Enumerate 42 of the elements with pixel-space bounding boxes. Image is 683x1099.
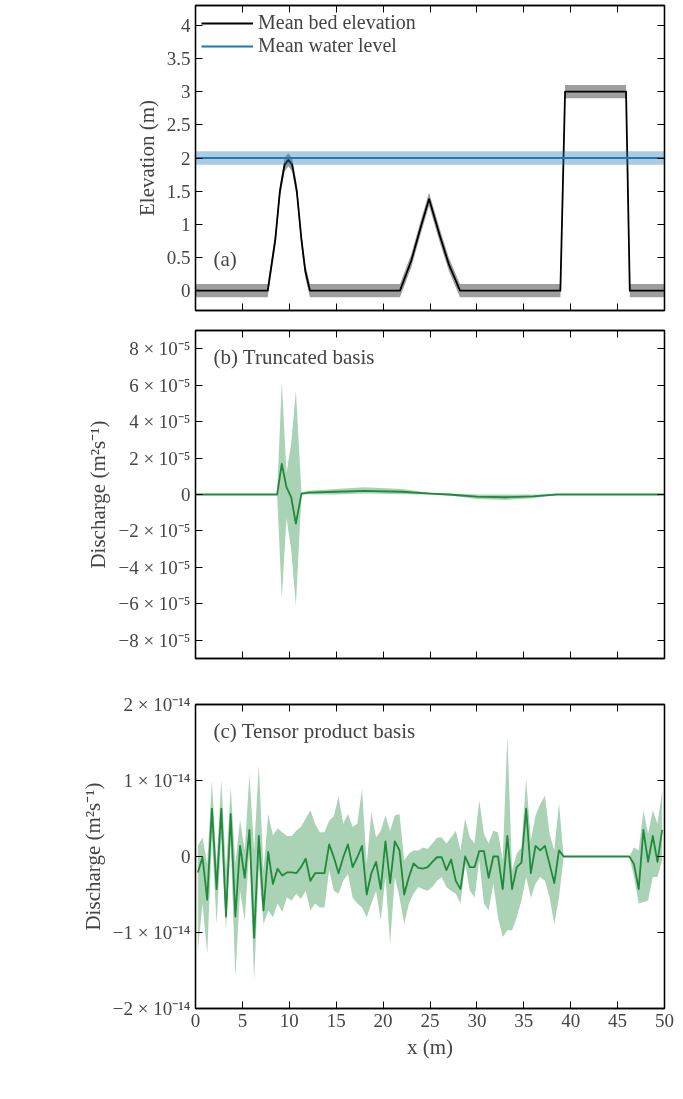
y-tick-label: 8 × 10⁻⁵ <box>129 338 191 360</box>
y-tick-label: −1 × 10⁻¹⁴ <box>112 922 191 943</box>
x-tick-label: 45 <box>608 1009 628 1031</box>
y-tick-label: 3.5 <box>166 48 191 70</box>
y-axis-title: Elevation (m) <box>134 99 159 217</box>
y-tick-label: 2 × 10⁻⁵ <box>129 447 191 469</box>
y-tick-label: 1.5 <box>166 180 191 202</box>
x-tick-label: 15 <box>326 1009 346 1031</box>
y-axis-title: Discharge (m²s⁻¹) <box>86 420 111 569</box>
x-tick-label: 20 <box>373 1009 393 1031</box>
y-axis-title: Discharge (m²s⁻¹) <box>80 782 105 931</box>
text: (c) Tensor product basis <box>213 718 416 743</box>
y-tick-label: 6 × 10⁻⁵ <box>129 374 191 396</box>
y-tick-label: 3 <box>181 81 191 103</box>
y-tick-label: 0 <box>181 484 191 505</box>
legend-label: Mean water level <box>258 34 397 57</box>
y-tick-label: −4 × 10⁻⁵ <box>118 556 191 578</box>
x-tick-label: 25 <box>420 1009 440 1031</box>
y-tick-label: 2 <box>181 147 191 169</box>
y-tick-label: 0.5 <box>166 246 191 268</box>
x-tick-label: 10 <box>279 1009 299 1031</box>
y-tick-label: 1 × 10⁻¹⁴ <box>123 770 191 791</box>
y-tick-label: 0 <box>181 846 191 867</box>
y-tick-label: 4 × 10⁻⁵ <box>129 411 191 433</box>
y-tick-label: 4 <box>181 14 191 36</box>
text: (b) Truncated basis <box>213 344 375 369</box>
y-tick-label: −2 × 10⁻⁵ <box>118 520 191 542</box>
x-axis-title: x (m) <box>406 1034 454 1059</box>
y-tick-label: −8 × 10⁻⁵ <box>118 629 191 651</box>
x-tick-label: 50 <box>655 1009 674 1031</box>
x-tick-label: 35 <box>514 1009 534 1031</box>
y-tick-label: 2 × 10⁻¹⁴ <box>123 694 191 715</box>
y-tick-label: −2 × 10⁻¹⁴ <box>112 998 191 1019</box>
y-tick-label: 2.5 <box>166 114 191 136</box>
legend-label: Mean bed elevation <box>258 11 416 34</box>
y-tick-label: 1 <box>181 213 191 235</box>
y-tick-label: 0 <box>181 280 191 302</box>
x-tick-label: 30 <box>467 1009 487 1031</box>
x-tick-label: 5 <box>237 1009 248 1031</box>
text: (a) <box>213 246 237 271</box>
y-tick-label: −6 × 10⁻⁵ <box>118 593 191 615</box>
x-tick-label: 40 <box>561 1009 581 1031</box>
